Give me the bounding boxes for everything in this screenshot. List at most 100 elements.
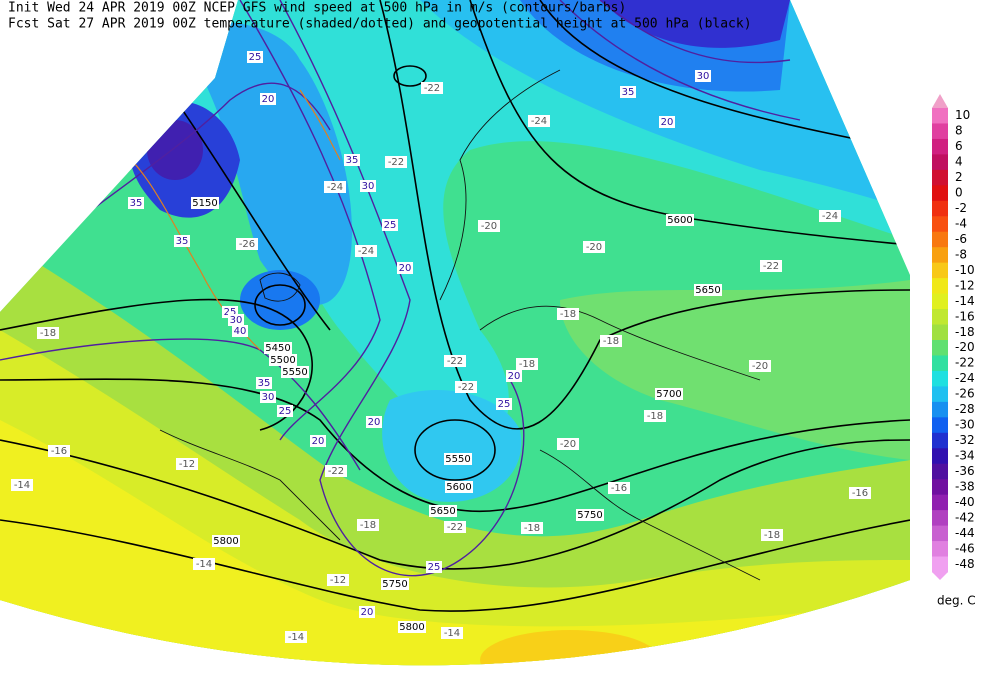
label-box bbox=[583, 241, 605, 253]
colorbar-label: -34 bbox=[955, 449, 975, 463]
wind-label: 35 bbox=[258, 378, 271, 389]
temperature-label: -12 bbox=[179, 459, 195, 470]
temperature-label: -22 bbox=[763, 261, 779, 272]
height-label: 5500 bbox=[270, 355, 295, 366]
label-box bbox=[398, 621, 426, 633]
wind-label: 25 bbox=[498, 399, 511, 410]
temperature-label: -18 bbox=[40, 328, 56, 339]
colorbar-swatch bbox=[932, 525, 948, 542]
colorbar-swatch bbox=[932, 216, 948, 233]
colorbar-swatch bbox=[932, 370, 948, 387]
colorbar-label: -18 bbox=[955, 325, 975, 339]
temperature-label: -22 bbox=[447, 356, 463, 367]
label-box bbox=[260, 93, 276, 105]
temperature-label: -20 bbox=[586, 242, 602, 253]
colorbar-label: -14 bbox=[955, 294, 975, 308]
label-box bbox=[325, 465, 347, 477]
colorbar-swatch bbox=[932, 185, 948, 202]
colorbar-label: 4 bbox=[955, 155, 963, 169]
height-label: 5800 bbox=[399, 622, 424, 633]
wind-label: 25 bbox=[224, 307, 237, 318]
colorbar-swatch bbox=[932, 541, 948, 558]
label-box bbox=[355, 245, 377, 257]
label-box bbox=[455, 381, 477, 393]
colorbar-swatch bbox=[932, 510, 948, 527]
temperature-label: -22 bbox=[447, 522, 463, 533]
temperature-label: -22 bbox=[424, 83, 440, 94]
colorbar-swatch bbox=[932, 108, 948, 124]
colorbar-label: -28 bbox=[955, 402, 975, 416]
label-box bbox=[366, 416, 382, 428]
temperature-label: -16 bbox=[51, 446, 67, 457]
colorbar-label: -4 bbox=[955, 217, 967, 231]
height-label: 5550 bbox=[282, 367, 307, 378]
colorbar-label: -42 bbox=[955, 510, 975, 524]
colorbar-swatch bbox=[932, 278, 948, 295]
label-box bbox=[212, 535, 240, 547]
wind-label: 25 bbox=[249, 52, 262, 63]
label-box bbox=[576, 509, 604, 521]
temperature-label: -18 bbox=[647, 411, 663, 422]
temperature-label: -14 bbox=[14, 480, 30, 491]
wind-label: 20 bbox=[661, 117, 674, 128]
colorbar-swatch bbox=[932, 556, 948, 573]
label-box bbox=[310, 435, 326, 447]
label-box bbox=[385, 156, 407, 168]
colorbar-swatch bbox=[932, 247, 948, 264]
colorbar-swatch bbox=[932, 324, 948, 341]
colorbar-swatch bbox=[932, 401, 948, 418]
temperature-label: -16 bbox=[852, 488, 868, 499]
temperature-field bbox=[180, 22, 352, 305]
label-box bbox=[228, 314, 244, 326]
colorbar-arrow bbox=[932, 94, 948, 108]
label-box bbox=[37, 327, 59, 339]
label-box bbox=[344, 154, 360, 166]
label-box bbox=[666, 214, 694, 226]
map-area bbox=[0, 0, 910, 666]
label-box bbox=[557, 308, 579, 320]
wind-label: 40 bbox=[234, 326, 247, 337]
colorbar-label: -20 bbox=[955, 340, 975, 354]
temperature-label: -22 bbox=[458, 382, 474, 393]
colorbar-label: 8 bbox=[955, 124, 963, 138]
height-label: 5750 bbox=[382, 579, 407, 590]
colorbar-swatch bbox=[932, 494, 948, 511]
label-box bbox=[281, 366, 309, 378]
temperature-label: -18 bbox=[360, 520, 376, 531]
label-box bbox=[381, 578, 409, 590]
temperature-label: -26 bbox=[239, 239, 255, 250]
temperature-label: -18 bbox=[524, 523, 540, 534]
temperature-label: -18 bbox=[560, 309, 576, 320]
temperature-label: -24 bbox=[327, 182, 343, 193]
height-label: 5600 bbox=[667, 215, 692, 226]
colorbar-swatch bbox=[932, 448, 948, 465]
temperature-field bbox=[420, 0, 910, 210]
colorbar-label: -10 bbox=[955, 263, 975, 277]
label-box bbox=[397, 262, 413, 274]
label-box bbox=[749, 360, 771, 372]
colorbar-label: -36 bbox=[955, 464, 975, 478]
coastlines bbox=[159, 69, 761, 581]
label-box bbox=[528, 115, 550, 127]
colorbar-label: -24 bbox=[955, 371, 975, 385]
label-box bbox=[256, 377, 272, 389]
label-box bbox=[357, 519, 379, 531]
temperature-label: -14 bbox=[444, 628, 460, 639]
colorbar-swatch bbox=[932, 138, 948, 155]
label-box bbox=[644, 410, 666, 422]
temperature-label: -20 bbox=[560, 439, 576, 450]
colorbar-swatch bbox=[932, 169, 948, 186]
label-box bbox=[445, 481, 473, 493]
label-box bbox=[191, 197, 219, 209]
wind-label: 35 bbox=[622, 87, 635, 98]
colorbar-label: 2 bbox=[955, 170, 963, 184]
colorbar-swatch bbox=[932, 123, 948, 140]
temperature-field bbox=[382, 390, 522, 502]
colorbar-arrow bbox=[932, 572, 948, 580]
wind-label: 20 bbox=[262, 94, 275, 105]
wind-label: 25 bbox=[428, 562, 441, 573]
colorbar-label: -6 bbox=[955, 232, 967, 246]
colorbar-swatch bbox=[932, 432, 948, 449]
label-box bbox=[655, 388, 683, 400]
label-box bbox=[359, 606, 375, 618]
